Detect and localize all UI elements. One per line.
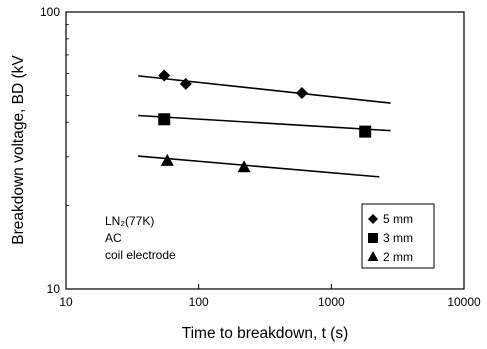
data-point-3mm [158, 113, 171, 126]
y-tick-label-10: 10 [47, 282, 61, 296]
data-point-5mm [179, 77, 192, 90]
legend-marker-3mm [368, 233, 378, 243]
legend-marker-5mm [368, 214, 378, 224]
annotation-electrode: coil electrode [105, 248, 176, 262]
x-tick-label-10: 10 [59, 295, 73, 309]
x-axis-title: Time to breakdown, t (s) [182, 325, 349, 342]
x-tick-label-1000: 1000 [318, 295, 345, 309]
legend-label-3mm: 3 mm [383, 231, 413, 245]
legend-marker-2mm [367, 251, 379, 261]
annotation-block: LN₂(77K) AC coil electrode [105, 214, 176, 262]
annotation-voltage-type: AC [105, 231, 122, 245]
annotation-medium: LN₂(77K) [105, 214, 154, 228]
axis-ticks: 10 100 1000 10000 10 100 [40, 5, 481, 309]
fit-line-2mm [138, 155, 380, 178]
data-point-5mm [295, 87, 308, 100]
legend: 5 mm 3 mm 2 mm [361, 203, 435, 269]
legend-label-2mm: 2 mm [383, 250, 413, 264]
y-axis-title: Breakdown voltage, BD (kV [10, 55, 27, 245]
fit-line-3mm [138, 114, 391, 132]
legend-markers [367, 214, 379, 261]
plot-area-frame [65, 11, 465, 290]
data-markers [158, 69, 372, 173]
y-tick-label-100: 100 [40, 5, 60, 19]
data-point-2mm [237, 160, 251, 173]
x-tick-label-10000: 10000 [447, 295, 481, 309]
x-tick-label-100: 100 [189, 295, 209, 309]
data-point-5mm [158, 69, 171, 82]
data-point-3mm [359, 125, 372, 138]
legend-label-5mm: 5 mm [383, 212, 413, 226]
fit-lines [138, 75, 391, 178]
data-point-2mm [160, 153, 174, 166]
fit-line-5mm [138, 75, 391, 104]
